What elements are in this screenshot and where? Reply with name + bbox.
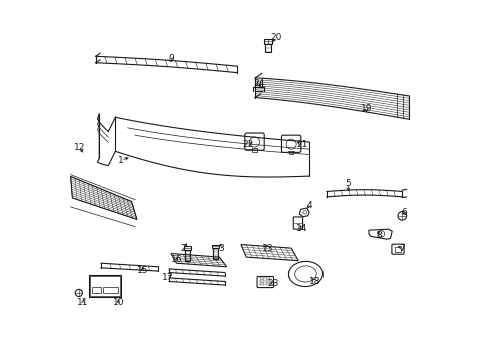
Text: 10: 10 — [112, 298, 124, 307]
Text: 15: 15 — [136, 266, 148, 275]
Text: 20: 20 — [270, 33, 281, 42]
Text: 22: 22 — [242, 140, 253, 149]
Text: 11: 11 — [77, 298, 89, 307]
Text: 24: 24 — [253, 80, 264, 89]
Text: 2: 2 — [181, 244, 186, 253]
Text: 6: 6 — [400, 208, 406, 217]
Text: 19: 19 — [360, 104, 371, 113]
Text: 1: 1 — [118, 156, 123, 165]
Text: 18: 18 — [308, 276, 320, 285]
Text: 14: 14 — [296, 224, 307, 233]
Text: 9: 9 — [168, 54, 174, 63]
Text: 17: 17 — [162, 273, 173, 282]
Text: 12: 12 — [74, 143, 85, 152]
Text: 5: 5 — [345, 179, 351, 188]
Text: 4: 4 — [305, 201, 311, 210]
Text: 23: 23 — [267, 279, 278, 288]
Text: 21: 21 — [296, 140, 307, 149]
Text: 3: 3 — [218, 244, 224, 253]
Text: 16: 16 — [170, 255, 182, 264]
Text: 13: 13 — [262, 244, 273, 253]
Text: 8: 8 — [375, 231, 381, 240]
Text: 7: 7 — [399, 244, 405, 253]
